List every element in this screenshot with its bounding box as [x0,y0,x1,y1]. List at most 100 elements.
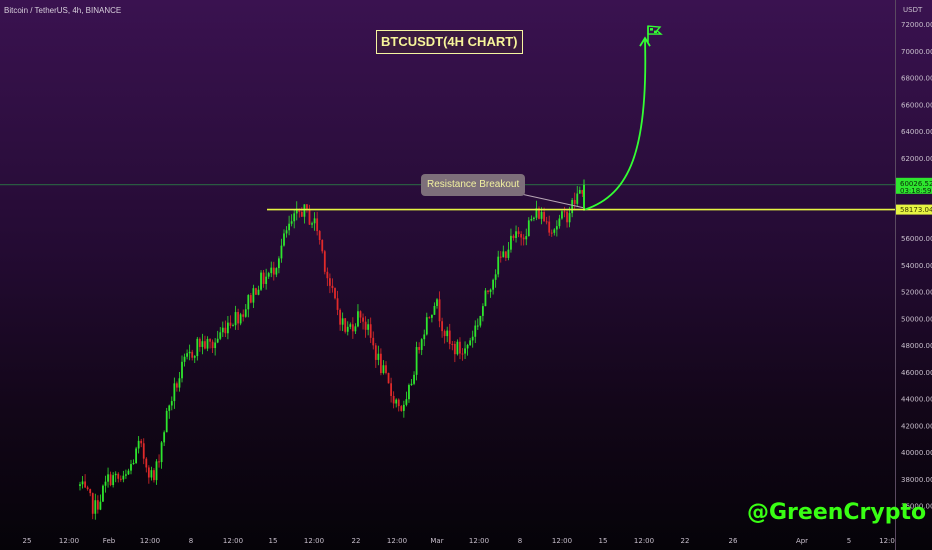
candle-body [142,443,145,459]
candle-body [543,212,545,222]
x-tick-label: 12:00 [634,537,654,545]
candle-body [201,341,204,347]
candle-body [280,245,283,259]
candle-body [81,481,84,485]
candle-body [109,474,112,486]
candle-body [318,231,321,240]
y-tick-label: 64000.00 [901,128,932,136]
x-tick-label: 12:00 [59,537,79,545]
candle-body [211,341,214,349]
candle-body [262,272,265,284]
candle-body [137,440,140,449]
candle-body [252,288,255,303]
candle-body [94,500,97,514]
candle-body [415,347,418,375]
candle-body [359,311,362,318]
candle-body [438,299,441,322]
candle-body [527,220,530,237]
candle-body [349,324,352,327]
candle-body [512,235,515,238]
candle-body [568,213,571,223]
x-tick-label: 5 [847,537,851,545]
candle-body [362,317,364,322]
candle-body [571,199,574,214]
candle-body [433,305,436,315]
candle-body [576,193,579,204]
flag-icon [647,25,663,43]
candle-body [323,251,326,272]
candle-body [114,473,117,476]
y-tick-label: 54000.00 [901,262,932,270]
y-tick-label: 40000.00 [901,449,932,457]
candle-body [91,493,94,514]
candle-body [288,223,290,231]
candle-body [239,314,242,324]
candle-body [466,344,469,349]
candle-body [257,289,260,295]
candle-body [385,365,387,373]
candle-body [204,341,206,349]
candle-body [510,235,512,250]
candle-body [436,299,438,306]
y-tick-label: 50000.00 [901,315,932,323]
x-tick-label: 12:00 [552,537,572,545]
x-tick-label: Apr [796,537,808,545]
candle-body [224,327,227,334]
candle-body [548,221,551,233]
candle-body [497,256,500,275]
last-candle-body [583,184,585,211]
candle-body [561,211,563,219]
candle-body [492,279,494,290]
candle-body [484,290,487,307]
candle-body [285,230,288,234]
candle-body [132,462,135,465]
candle-body [183,356,186,362]
candle-body [566,211,568,223]
chart-title: BTCUSDT(4H CHART) [376,30,523,54]
candle-body [316,218,319,232]
candle-body [112,475,115,486]
candle-body [357,311,359,327]
candle-body [530,218,533,221]
candle-body [173,383,176,402]
candle-body [520,234,523,238]
candle-body [153,470,155,481]
y-tick-label: 38000.00 [901,476,932,484]
candle-body [290,221,293,224]
candle-body [418,347,421,350]
candle-body [443,331,446,337]
candle-body [260,272,262,290]
candle-body [504,251,507,258]
candle-body [267,273,270,277]
candle-body [234,312,237,326]
candle-body [336,298,339,310]
candle-body [303,204,306,217]
candle-body [341,318,344,325]
candle-body [395,399,398,404]
candle-body [102,485,104,502]
candle-body [181,361,183,379]
candle-body [155,461,158,481]
candle-body [311,223,313,225]
candle-body [464,348,466,354]
candle-body [178,378,181,388]
candle-body [216,338,219,343]
candle-body [476,325,479,327]
candle-body [283,233,285,246]
resistance-label-bg [896,204,932,215]
y-tick-label: 44000.00 [901,396,932,404]
candle-body [150,470,153,478]
candle-body [535,208,538,218]
candle-body [163,432,166,443]
x-tick-label: 15 [599,537,608,545]
candle-body [170,401,173,406]
candle-body [461,353,464,355]
candle-body [344,318,347,332]
candle-body [229,322,232,326]
candle-body [191,351,194,358]
projection-arrowhead [639,36,651,47]
candle-body [293,213,296,222]
y-tick-label: 68000.00 [901,75,932,83]
candle-body [334,288,336,299]
